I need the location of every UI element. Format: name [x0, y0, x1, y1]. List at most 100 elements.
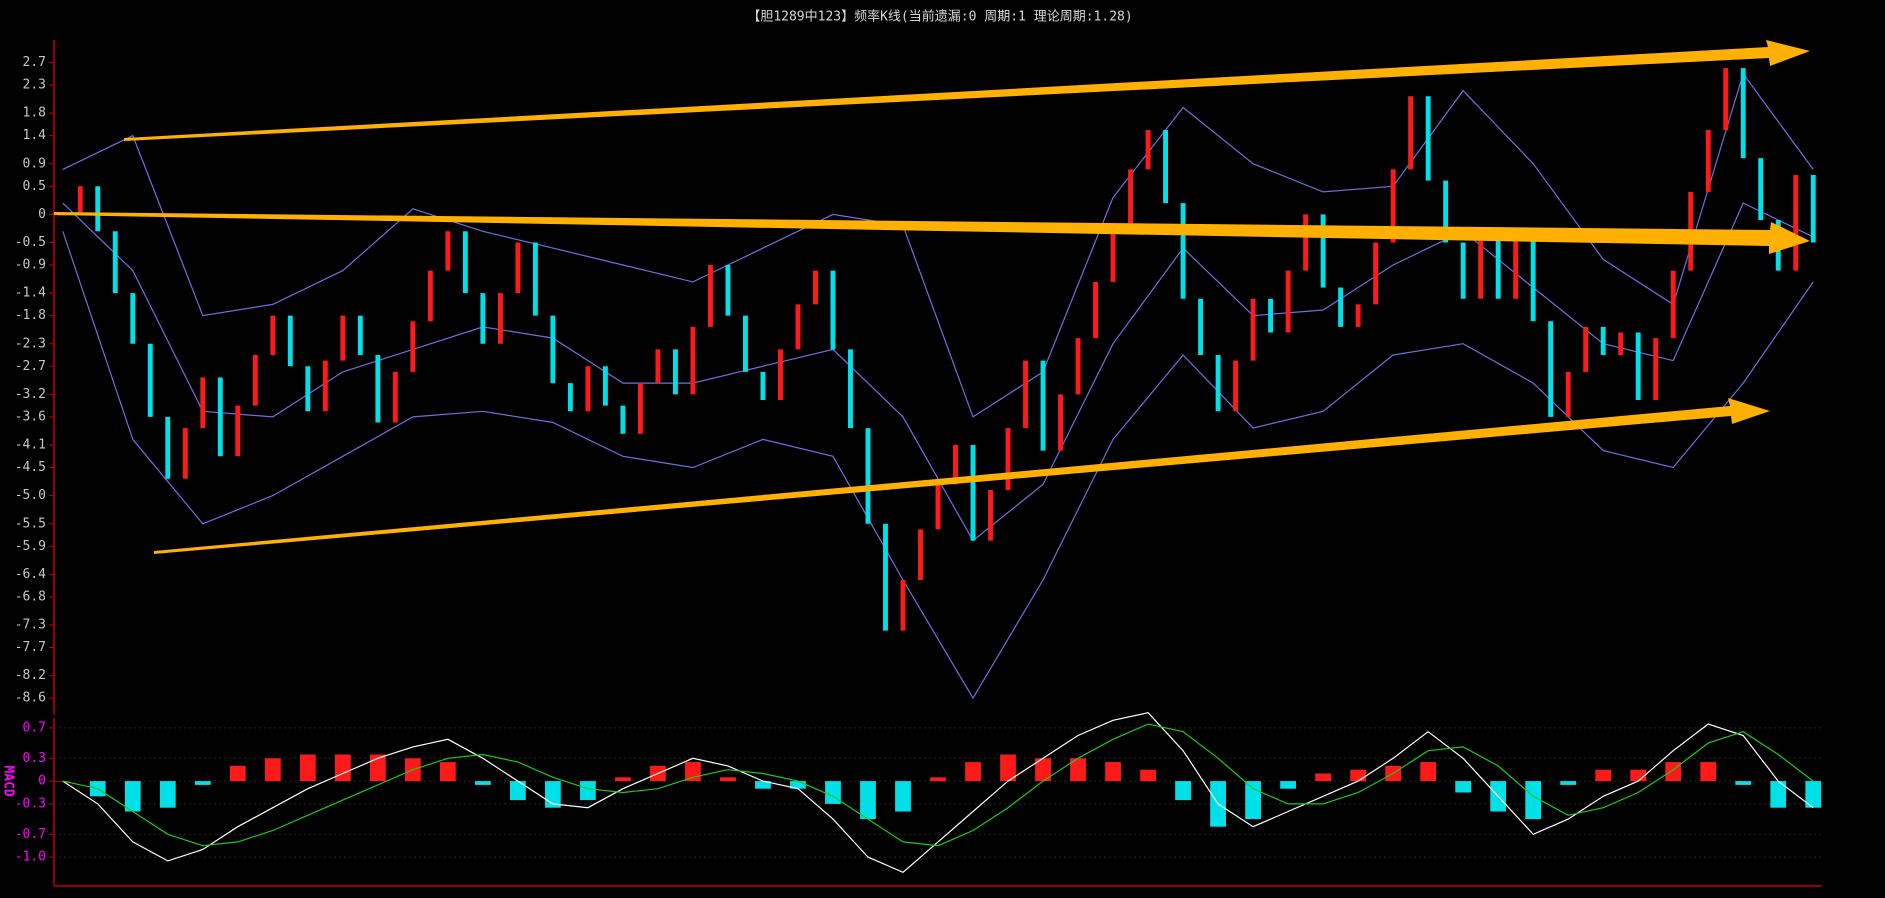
candle — [1443, 180, 1449, 243]
plots: 2.7 2.3 1.8 1.4 0.9 0.5 0 -0.5 -0.9 -1.4 -1.8 -2.3 -… — [1, 40, 1822, 887]
candle — [1600, 326, 1606, 355]
y-tick-label: -7.3 — [15, 618, 46, 633]
macd-bar — [229, 765, 246, 782]
chart-title: 【胆1289中123】频率K线(当前遗漏:0 周期:1 理论周期:1.28) — [747, 9, 1132, 25]
candle — [1460, 242, 1466, 299]
candle — [375, 355, 381, 423]
candle — [970, 445, 976, 541]
candle — [1390, 169, 1396, 243]
candle — [1705, 130, 1711, 192]
candle — [1338, 287, 1344, 327]
y-tick-label: 0.5 — [23, 179, 46, 194]
candle — [182, 428, 188, 479]
candle — [1670, 270, 1676, 339]
macd-bar — [720, 777, 736, 782]
macd-bar — [1140, 769, 1156, 782]
candle — [1040, 360, 1046, 451]
trend-arrow — [124, 40, 1810, 141]
trend-arrows — [54, 40, 1810, 554]
candle — [1635, 332, 1641, 400]
candle — [742, 315, 748, 372]
candle — [305, 366, 311, 412]
candle — [1425, 96, 1431, 181]
candle — [1058, 394, 1063, 451]
macd-bar — [299, 754, 316, 782]
y-tick-label: -6.4 — [15, 567, 46, 582]
macd-bar — [159, 781, 176, 808]
y-tick-label: -4.5 — [15, 460, 46, 475]
candle — [1478, 231, 1484, 299]
y-tick-label: -0.7 — [15, 827, 46, 842]
y-tick-label: -1.0 — [15, 850, 46, 865]
candle — [1303, 214, 1309, 271]
y-tick-label: -8.2 — [15, 668, 46, 683]
candle — [1740, 68, 1746, 159]
y-tick-label: 1.4 — [23, 128, 47, 143]
candle — [778, 349, 783, 400]
candle — [1110, 225, 1116, 282]
macd-bar — [1175, 781, 1191, 801]
candle — [1495, 231, 1501, 299]
band-line — [62, 231, 1814, 700]
candle — [883, 523, 888, 631]
candle — [707, 265, 713, 327]
candle — [427, 270, 433, 322]
macd-bar — [1455, 781, 1472, 793]
candle — [392, 371, 398, 423]
candle — [690, 326, 696, 395]
band-line — [62, 202, 1814, 542]
trend-arrow — [154, 398, 1770, 554]
macd-bar — [1315, 773, 1331, 782]
candle — [130, 293, 136, 344]
candle — [1758, 158, 1764, 220]
y-tick-label: 2.7 — [23, 55, 46, 70]
macd-bar — [1070, 758, 1086, 782]
candle — [1548, 321, 1554, 417]
candle — [1250, 298, 1256, 361]
candle — [550, 315, 556, 384]
candle — [655, 349, 661, 384]
candle — [1355, 304, 1361, 327]
candle — [357, 315, 363, 355]
macd-bar — [1350, 769, 1366, 782]
candle — [1618, 332, 1624, 355]
macd-bar — [685, 762, 701, 782]
y-tick-label: -5.5 — [15, 516, 46, 531]
candle — [760, 371, 766, 400]
y-tick-label: 0 — [38, 774, 46, 789]
candle — [1215, 355, 1221, 412]
macd-bar — [1700, 762, 1717, 782]
candle — [410, 321, 416, 372]
y-tick-label: -2.7 — [15, 359, 46, 374]
candle — [725, 265, 731, 316]
y-tick-label: 0 — [38, 207, 46, 222]
candle — [672, 349, 678, 395]
macd-bar — [790, 781, 806, 789]
candle — [1408, 96, 1414, 170]
candle — [813, 270, 818, 305]
macd-bar — [264, 758, 281, 782]
candle — [217, 377, 223, 457]
y-tick-label: -4.1 — [15, 438, 46, 453]
candle — [1583, 326, 1589, 372]
candle — [1565, 371, 1571, 417]
macd-bar — [615, 777, 631, 782]
candle — [988, 490, 993, 541]
candle — [1320, 214, 1326, 288]
y-tick-label: 2.3 — [23, 78, 46, 93]
macd-bar — [1595, 769, 1612, 782]
macd-bar — [1735, 781, 1752, 785]
macd-bar — [1000, 754, 1016, 782]
candle — [1233, 360, 1239, 412]
candle — [497, 293, 503, 344]
macd-bar — [334, 754, 351, 782]
candle — [935, 484, 941, 530]
y-tick-label: -3.6 — [15, 409, 46, 424]
band-line — [62, 72, 1814, 418]
macd-bar — [510, 781, 526, 801]
macd-bar — [1105, 762, 1121, 782]
y-tick-label: -0.3 — [15, 796, 46, 811]
candle — [287, 315, 293, 367]
y-tick-label: 1.8 — [23, 106, 46, 121]
